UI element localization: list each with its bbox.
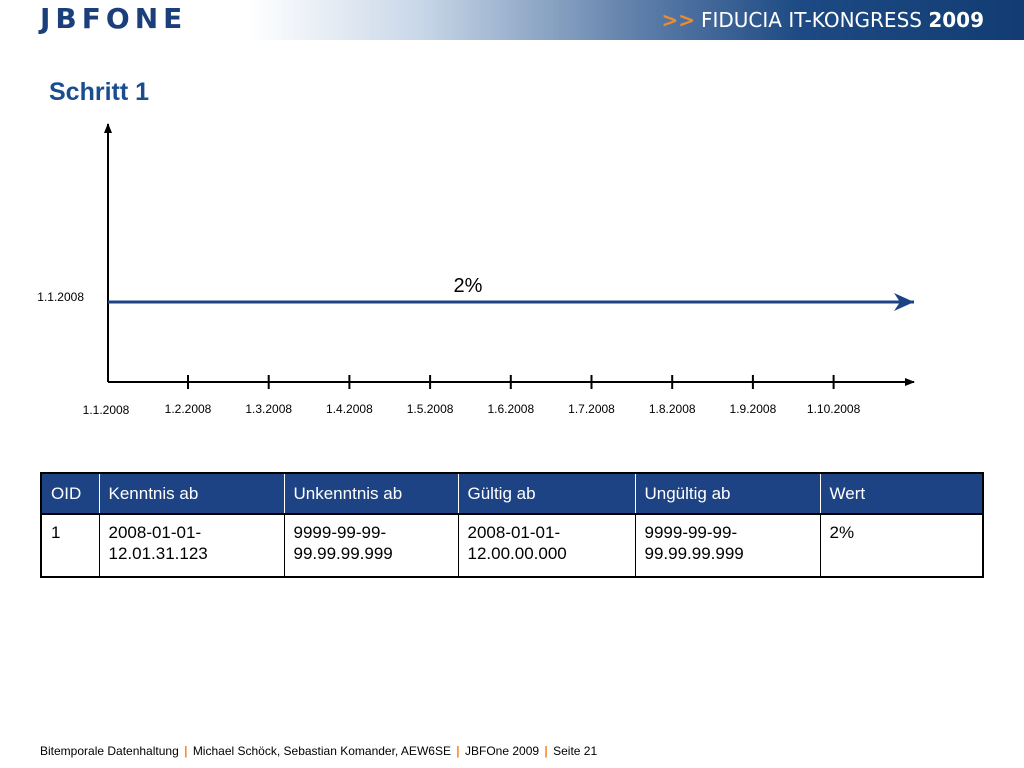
cell-oid: 1 xyxy=(41,514,100,577)
congress-arrows: >> xyxy=(661,8,695,32)
footer-page: Seite 21 xyxy=(553,744,598,758)
cell-unkenntnis-ab: 9999-99-99- 99.99.99.999 xyxy=(284,514,459,577)
footer-separator-2: | xyxy=(456,744,460,758)
x-tick-label-6: 1.6.2008 xyxy=(487,402,534,416)
timeline-diagram: 1.1.2008 1.2.2008 1.3.2008 1.4.2008 1.5.2008… xyxy=(37,123,915,417)
header-oid: OID xyxy=(41,473,100,515)
header-gueltig-ab: Gültig ab xyxy=(458,473,636,515)
value-label-1: 2% xyxy=(454,275,483,297)
cell-unkenntnis-ab-line-1: 9999-99-99- xyxy=(293,523,387,542)
jbfone-logo: JBFONE xyxy=(40,2,188,35)
x-tick-label-9: 1.9.2008 xyxy=(730,402,777,416)
x-tick-label-4: 1.4.2008 xyxy=(326,402,373,416)
footer-event: JBFOne 2009 xyxy=(465,744,540,758)
footer-authors: Michael Schöck, Sebastian Komander, AEW6… xyxy=(192,744,451,758)
header-ungueltig-ab: Ungültig ab xyxy=(635,473,821,515)
header-unkenntnis-ab: Unkenntnis ab xyxy=(284,473,459,515)
cell-ungueltig-ab-line-1: 9999-99-99- xyxy=(644,523,738,542)
cell-kenntnis-ab-line-2: 12.01.31.123 xyxy=(108,544,208,563)
slide-title: Schritt 1 xyxy=(49,78,150,106)
x-axis-ticks xyxy=(187,375,835,389)
congress-text: FIDUCIA IT-KONGRESS xyxy=(700,8,922,32)
x-tick-label-8: 1.8.2008 xyxy=(649,402,696,416)
header-kenntnis-ab: Kenntnis ab xyxy=(99,473,285,515)
table-row: 1 2008-01-01- 12.01.31.123 9999-99-99- 9… xyxy=(41,514,983,577)
y-tick-label-1: 1.1.2008 xyxy=(37,290,84,304)
cell-wert: 2% xyxy=(829,523,855,542)
x-tick-label-1: 1.1.2008 xyxy=(83,403,130,417)
congress-banner: >> FIDUCIA IT-KONGRESS 2009 xyxy=(661,6,984,34)
cell-gueltig-ab: 2008-01-01- 12.00.00.000 xyxy=(458,514,636,577)
table-header-row: OID Kenntnis ab Unkenntnis ab Gültig ab … xyxy=(41,473,983,515)
cell-kenntnis-ab: 2008-01-01- 12.01.31.123 xyxy=(99,514,285,577)
cell-gueltig-ab-line-2: 12.00.00.000 xyxy=(467,544,567,563)
x-tick-label-10: 1.10.2008 xyxy=(807,402,861,416)
value-series: 2% xyxy=(108,275,914,311)
footer-separator-1: | xyxy=(184,744,188,758)
cell-ungueltig-ab-line-2: 99.99.99.999 xyxy=(644,544,744,563)
footer-separator-3: | xyxy=(544,744,548,758)
footer-topic: Bitemporale Datenhaltung xyxy=(40,744,179,758)
cell-unkenntnis-ab-line-2: 99.99.99.999 xyxy=(293,544,393,563)
y-axis-tick-labels: 1.1.2008 xyxy=(37,290,84,304)
x-tick-label-2: 1.2.2008 xyxy=(165,402,212,416)
x-tick-label-3: 1.3.2008 xyxy=(245,402,292,416)
bitemporal-data-table: OID Kenntnis ab Unkenntnis ab Gültig ab … xyxy=(40,472,984,578)
x-tick-label-7: 1.7.2008 xyxy=(568,402,615,416)
header-wert: Wert xyxy=(820,473,983,515)
cell-kenntnis-ab-line-1: 2008-01-01- xyxy=(108,523,202,542)
x-tick-label-5: 1.5.2008 xyxy=(407,402,454,416)
congress-year: 2009 xyxy=(928,8,984,32)
cell-ungueltig-ab: 9999-99-99- 99.99.99.999 xyxy=(635,514,821,577)
header-bar: JBFONE >> FIDUCIA IT-KONGRESS 2009 xyxy=(0,0,1024,40)
footer: Bitemporale Datenhaltung | Michael Schöc… xyxy=(40,744,597,758)
cell-gueltig-ab-line-1: 2008-01-01- xyxy=(467,523,561,542)
x-axis-tick-labels: 1.1.2008 1.2.2008 1.3.2008 1.4.2008 1.5.2008… xyxy=(83,402,861,417)
